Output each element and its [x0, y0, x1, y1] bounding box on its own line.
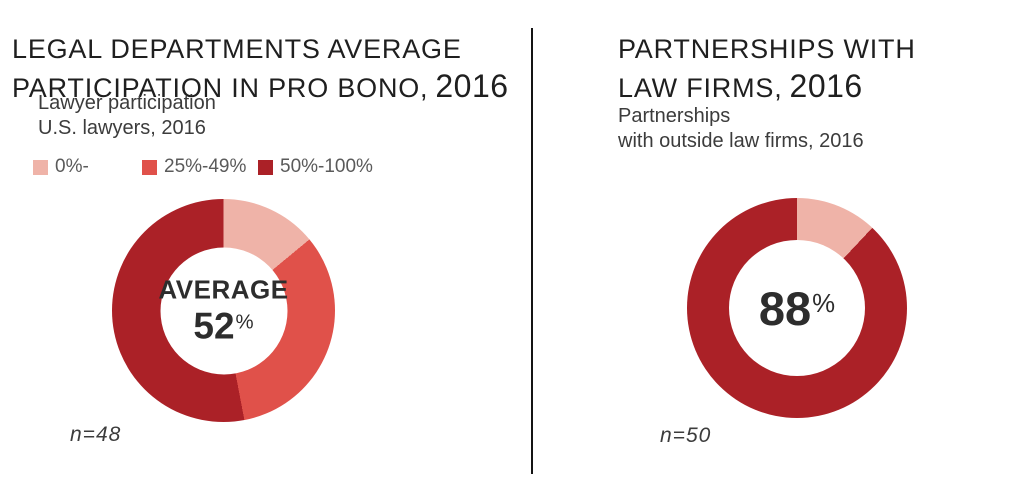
left-donut-hole: AVERAGE 52%	[158, 247, 289, 374]
legend-swatch-25-49pct	[142, 159, 157, 175]
right-sample-size: n=50	[660, 424, 712, 447]
right-title-line1: PARTNERSHIPS WITH	[618, 34, 916, 65]
right-title-line2: LAW FIRMS,	[618, 73, 783, 104]
left-sample-size: n=48	[70, 423, 122, 446]
left-percent-sign: %	[235, 311, 254, 334]
right-subtitle-line2: with outside law firms, 2016	[618, 130, 864, 152]
left-center-number: 52	[193, 305, 235, 347]
left-subtitle-line2: U.S. lawyers, 2016	[38, 117, 206, 139]
right-subtitle-line1: Partnerships	[618, 105, 731, 127]
left-title-year: 2016	[435, 68, 509, 105]
left-title-line1: LEGAL DEPARTMENTS AVERAGE	[12, 34, 462, 65]
left-title-line2: PARTICIPATION IN PRO BONO,	[12, 73, 429, 104]
legend-swatch-0pct	[33, 159, 48, 175]
right-chart-subtitle: Partnerships with outside law firms, 2016	[618, 104, 864, 154]
right-donut-chart: 88%	[687, 198, 907, 418]
legend-label-25-49pct: 25%-49%	[164, 156, 247, 177]
left-donut-center-label: AVERAGE	[158, 274, 289, 305]
right-donut-hole: 88%	[729, 240, 865, 376]
legend-item-25-49pct: 25%-49%	[142, 156, 246, 178]
left-donut-center-value: 52%	[193, 308, 253, 345]
left-chart-subtitle: Lawyer participation U.S. lawyers, 2016	[38, 91, 216, 141]
right-chart-title: PARTNERSHIPS WITH LAW FIRMS, 2016	[618, 31, 916, 107]
right-percent-sign: %	[812, 289, 836, 318]
left-chart-title: LEGAL DEPARTMENTS AVERAGE PARTICIPATION I…	[12, 31, 509, 107]
right-title-year: 2016	[789, 68, 863, 105]
legend-item-50-100pct: 50%-100%	[258, 156, 373, 178]
legend-swatch-50-100pct	[258, 159, 273, 175]
legend-item-0pct: 0%-	[33, 156, 89, 178]
left-subtitle-line1: Lawyer participation	[38, 92, 216, 114]
right-center-number: 88	[758, 281, 812, 335]
left-donut-chart: AVERAGE 52%	[112, 199, 335, 422]
vertical-divider	[531, 28, 533, 474]
legend-label-0pct: 0%-	[55, 156, 89, 177]
right-donut-center-value: 88%	[759, 285, 835, 332]
legend-label-50-100pct: 50%-100%	[280, 156, 373, 177]
